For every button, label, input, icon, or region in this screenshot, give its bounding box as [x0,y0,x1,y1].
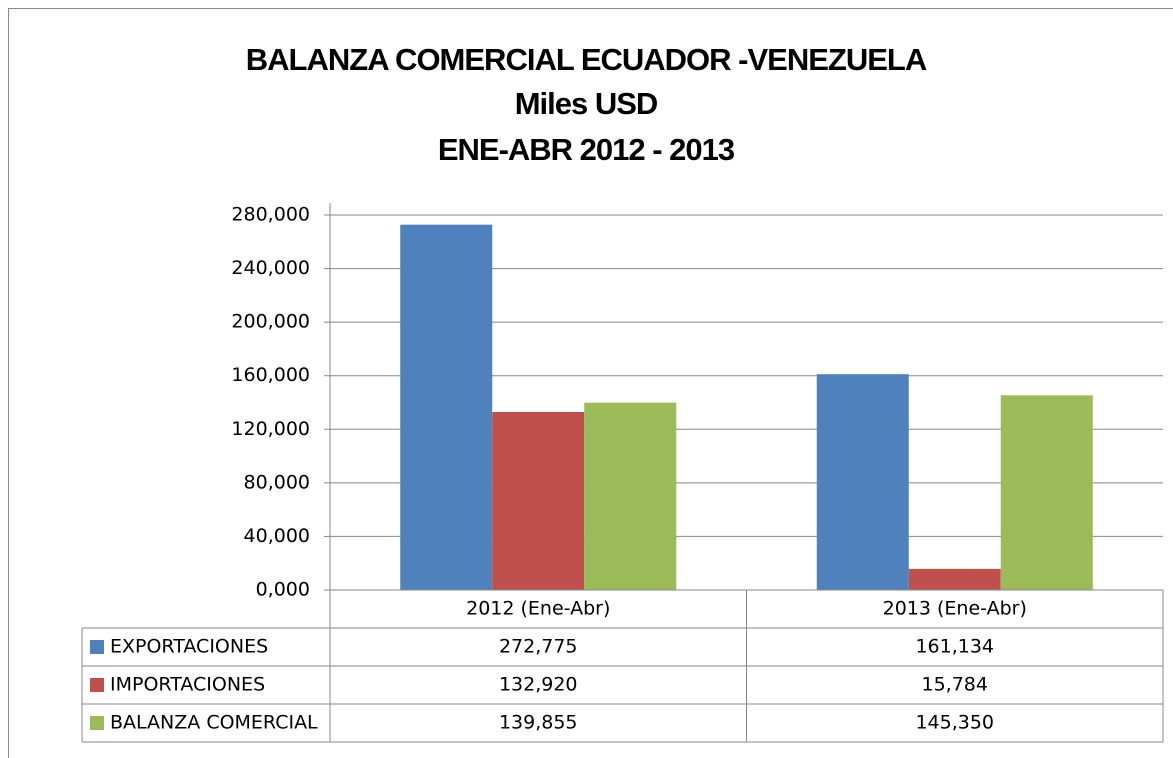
bar [1000,395,1093,590]
table-value: 139,855 [499,712,578,734]
chart-title: BALANZA COMERCIAL ECUADOR -VENEZUELA [246,42,927,77]
y-tick-label: 160,000 [231,364,310,386]
bar [400,224,493,591]
y-tick-label: 80,000 [244,471,310,493]
legend-label: EXPORTACIONES [110,636,268,658]
y-tick-label: 40,000 [244,525,310,547]
y-tick-label: 200,000 [231,311,310,333]
y-tick-label: 0,000 [256,579,310,601]
legend-key [90,716,104,730]
bar [816,374,909,590]
legend-key [90,640,104,654]
x-tick-label: 2012 (Ene-Abr) [466,598,610,620]
bar [492,411,585,590]
y-tick-label: 240,000 [231,257,310,279]
table-value: 161,134 [915,636,994,658]
table-value: 15,784 [922,674,988,696]
y-tick-label: 120,000 [231,418,310,440]
bar [584,402,677,590]
table-value: 145,350 [915,712,994,734]
y-tick-label: 280,000 [231,204,310,226]
x-tick-label: 2013 (Ene-Abr) [883,598,1027,620]
bar [908,568,1001,590]
legend-label: BALANZA COMERCIAL [110,712,318,734]
legend-key [90,678,104,692]
legend-label: IMPORTACIONES [110,674,265,696]
chart-title: Miles USD [515,86,658,121]
table-value: 132,920 [499,674,578,696]
chart-title: ENE-ABR 2012 - 2013 [438,132,735,167]
chart-frame [8,8,1173,758]
table-value: 272,775 [499,636,578,658]
